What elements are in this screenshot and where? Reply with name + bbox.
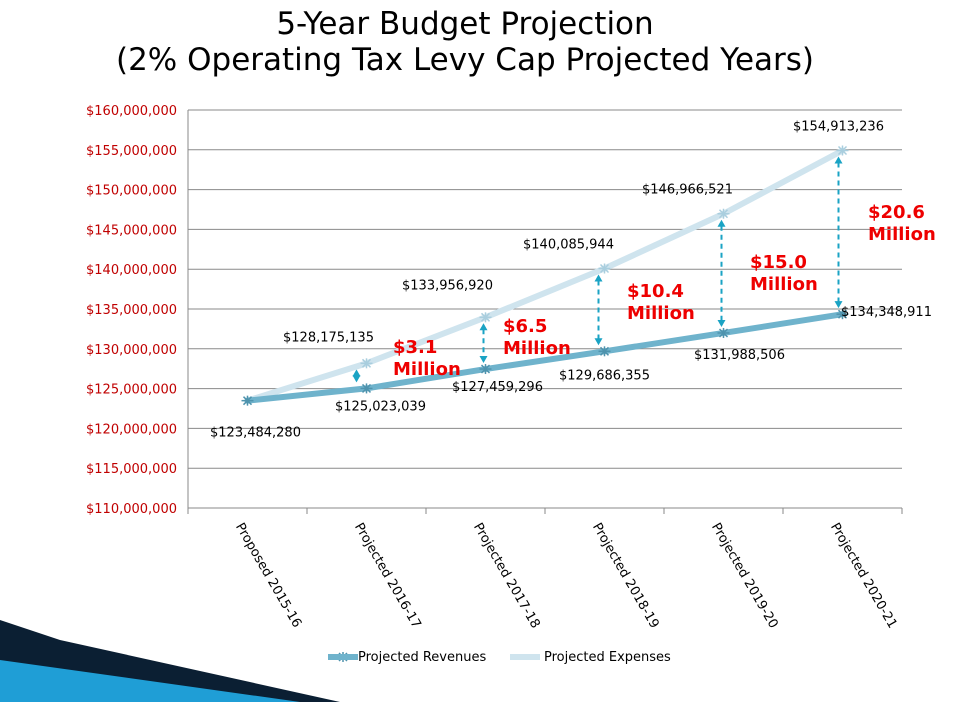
y-tick-label: $145,000,000 <box>86 223 177 238</box>
y-tick-label: $110,000,000 <box>86 502 177 517</box>
expense-data-label: $154,913,236 <box>793 119 884 134</box>
slide-decoration <box>0 620 340 702</box>
expense-data-label: $133,956,920 <box>402 278 493 293</box>
chart-title: 5-Year Budget Projection <box>276 6 654 42</box>
chart-subtitle: (2% Operating Tax Levy Cap Projected Yea… <box>115 42 815 78</box>
legend: Projected Revenues Projected Expenses <box>328 650 671 665</box>
gap-arrow-head <box>352 369 361 377</box>
expense-point <box>717 208 730 219</box>
revenue-data-label: $134,348,911 <box>841 305 932 320</box>
x-tick-label: Projected 2018-19 <box>589 521 662 632</box>
series-lines <box>244 147 846 404</box>
gap-labels: $3.1Million$6.5Million$10.4Million$15.0M… <box>393 202 936 380</box>
gap-arrow-head <box>479 356 488 364</box>
gap-arrow-head <box>352 375 361 383</box>
decor-blue-swoosh <box>0 640 330 702</box>
x-tick-label: Proposed 2015-16 <box>232 521 304 631</box>
gap-arrow-head <box>834 301 843 309</box>
legend-label-revenues: Projected Revenues <box>358 650 486 665</box>
revenue-point <box>836 309 849 320</box>
y-tick-label: $115,000,000 <box>86 462 177 477</box>
x-tick-label: Projected 2017-18 <box>470 521 543 632</box>
revenue-data-label: $123,484,280 <box>210 426 301 441</box>
x-tick-label: Projected 2019-20 <box>708 521 781 632</box>
x-tick-label: Projected 2020-21 <box>827 521 900 632</box>
gap-arrow-head <box>717 319 726 327</box>
revenue-point <box>598 346 611 357</box>
expenses-line <box>244 147 846 404</box>
revenue-data-label: $127,459,296 <box>452 380 543 395</box>
gap-label-amount: $3.1 <box>393 337 437 358</box>
expense-point <box>836 145 849 156</box>
revenue-point <box>479 364 492 375</box>
gap-arrow-head <box>594 338 603 346</box>
revenues-line <box>244 311 846 404</box>
gap-arrow-head <box>834 156 843 164</box>
gap-label-unit: Million <box>503 338 571 359</box>
gap-arrows <box>352 156 843 383</box>
y-tick-label: $135,000,000 <box>86 303 177 318</box>
expense-point <box>479 312 492 323</box>
y-tick-label: $120,000,000 <box>86 422 177 437</box>
revenue-data-label: $129,686,355 <box>559 368 650 383</box>
expense-point <box>598 263 611 274</box>
gap-label-unit: Million <box>393 359 461 380</box>
gap-arrow-head <box>594 274 603 282</box>
data-labels: $123,484,280 $125,023,039 $127,459,296 $129… <box>210 119 932 440</box>
y-tick-label: $125,000,000 <box>86 383 177 398</box>
gap-arrow-head <box>717 219 726 227</box>
revenue-data-label: $131,988,506 <box>694 348 785 363</box>
gap-label-amount: $15.0 <box>750 252 807 273</box>
y-tick-label: $155,000,000 <box>86 144 177 159</box>
gap-label-unit: Million <box>868 224 936 245</box>
legend-label-expenses: Projected Expenses <box>544 650 671 665</box>
expense-data-label: $140,085,944 <box>523 238 614 253</box>
gap-label-unit: Million <box>627 303 695 324</box>
gap-label-amount: $6.5 <box>503 316 547 337</box>
y-tick-label: $160,000,000 <box>86 104 177 119</box>
y-tick-label: $150,000,000 <box>86 184 177 199</box>
revenue-point <box>360 383 373 394</box>
gridlines <box>188 109 902 509</box>
x-tick-label: Projected 2016-17 <box>351 521 424 632</box>
x-axis: Proposed 2015-16 Projected 2016-17 Project… <box>187 508 903 632</box>
revenue-data-label: $125,023,039 <box>335 399 426 414</box>
y-tick-label: $140,000,000 <box>86 263 177 278</box>
revenue-point <box>717 327 730 338</box>
gap-arrow-head <box>479 323 488 331</box>
revenue-point <box>241 395 254 406</box>
gap-label-amount: $20.6 <box>868 202 925 223</box>
gap-label-unit: Million <box>750 274 818 295</box>
expense-data-label: $146,966,521 <box>642 183 733 198</box>
y-tick-label: $130,000,000 <box>86 343 177 358</box>
decor-dark-swoosh <box>0 620 340 702</box>
expense-point <box>360 358 373 369</box>
y-axis: $110,000,000 $115,000,000 $120,000,000 $125… <box>86 104 189 517</box>
expense-data-label: $128,175,135 <box>283 330 374 345</box>
gap-label-amount: $10.4 <box>627 281 684 302</box>
